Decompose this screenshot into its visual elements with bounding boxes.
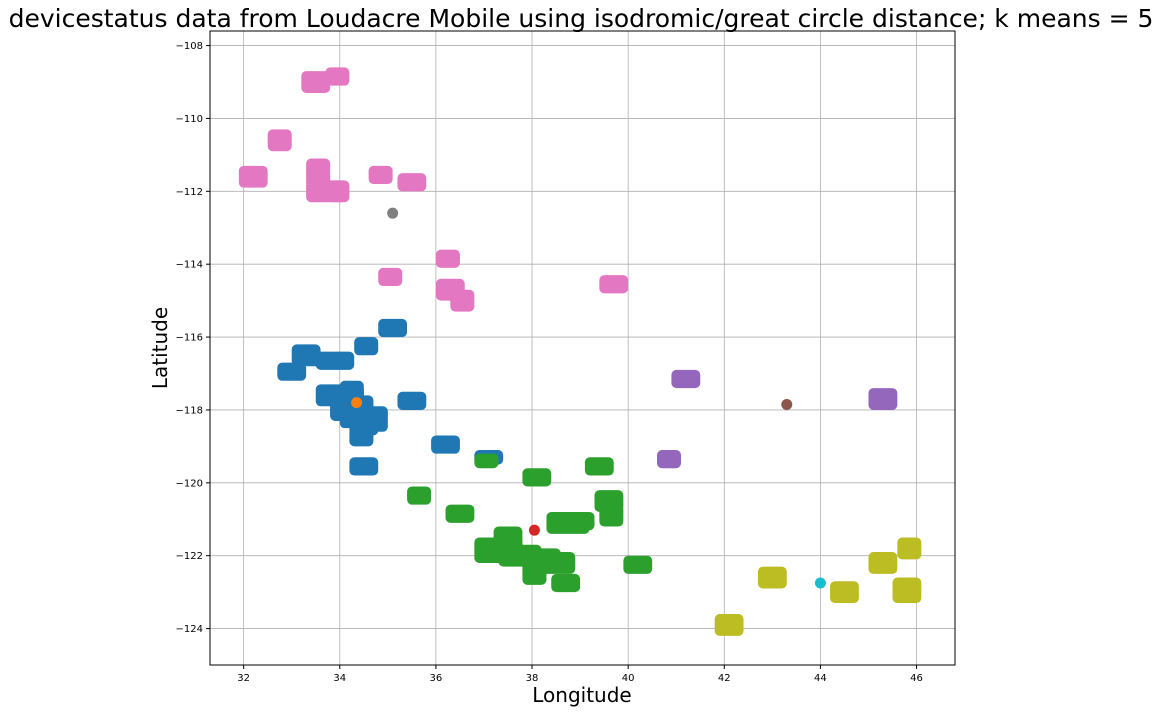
x-tick-label: 36 [430,673,443,684]
point-block [277,362,307,381]
plot-frame [209,30,956,666]
y-tick-label: −112 [176,187,203,198]
cluster-center-3 [528,524,540,536]
x-tick-label: 44 [814,673,827,684]
y-tick-label: −116 [176,333,203,344]
cluster-1 [238,67,629,312]
point-block [474,453,499,469]
point-block [714,613,744,636]
x-axis-label: Longitude [532,683,631,707]
cluster-2 [277,318,504,476]
grid [210,31,955,665]
point-block [330,180,350,203]
x-tick-label: 42 [718,673,731,684]
y-tick-label: −110 [176,114,203,125]
plot-area [238,67,922,636]
x-tick-label: 32 [237,673,250,684]
cluster-5 [714,537,922,636]
point-block [349,428,374,447]
point-block [330,395,355,421]
point-block [757,566,787,589]
x-tick-label: 46 [910,673,923,684]
point-block [445,504,475,523]
cluster-center-4 [781,398,793,410]
point-block [450,289,475,312]
point-block [238,165,268,188]
point-block [599,275,629,294]
point-block [354,337,379,356]
y-tick-label: −120 [176,478,203,489]
point-block [671,369,701,389]
point-block [868,552,898,574]
y-tick-label: −122 [176,551,203,562]
point-block [522,559,547,585]
point-block [301,71,331,93]
cluster-center-2 [351,397,363,409]
cluster-3 [407,453,653,593]
point-block [541,552,576,574]
point-block [892,577,922,604]
point-block [378,267,403,287]
y-axis-label: Latitude [148,307,172,389]
point-block [363,406,388,432]
point-block [435,249,460,268]
point-block [397,173,427,192]
point-block [291,344,321,367]
point-block [897,537,922,560]
y-tick-label: −118 [176,405,203,416]
cluster-4 [657,369,898,469]
x-tick-label: 38 [526,673,539,684]
point-block [267,129,292,152]
y-tick-label: −114 [176,260,203,271]
point-block [584,457,614,476]
point-block [431,435,460,454]
point-block [868,388,898,410]
point-block [378,318,408,338]
x-tick-label: 40 [622,673,635,684]
point-block [407,486,432,505]
point-block [830,581,859,604]
y-tick-label: −108 [176,41,203,52]
cluster-center-5 [814,577,826,589]
point-block [570,511,595,531]
axis-ticks: 32 34 36 38 40 42 44 46 −124 −122 −120 −118 −116 −114… [176,41,923,684]
point-block [599,504,624,527]
point-block [368,165,393,185]
x-tick-label: 34 [333,673,346,684]
point-block [349,457,379,476]
point-block [623,555,653,574]
chart-title: devicestatus data from Loudacre Mobile u… [9,4,1154,33]
point-block [551,573,581,593]
point-block [397,391,427,410]
point-block [325,67,350,86]
cluster-center-1 [387,207,399,219]
point-block [315,351,355,370]
point-block [522,468,552,487]
y-tick-label: −124 [176,624,203,635]
point-block [657,450,682,469]
